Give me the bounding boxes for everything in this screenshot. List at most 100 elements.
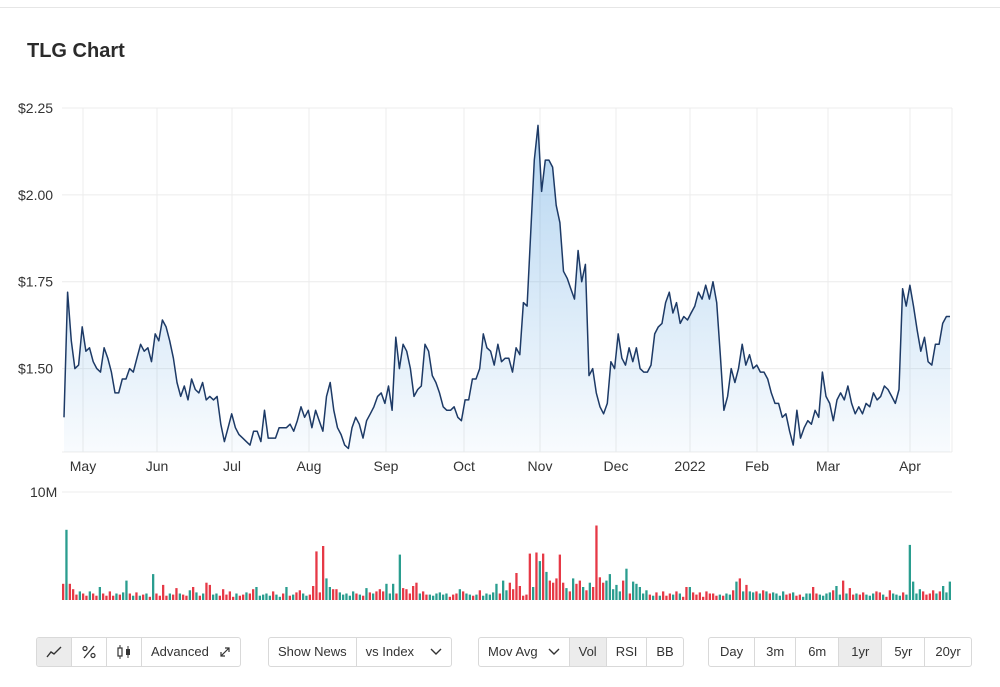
volume-tick-label: 10M xyxy=(30,484,57,500)
volume-bar xyxy=(925,594,928,600)
volume-bar xyxy=(232,596,235,600)
volume-bar xyxy=(562,582,565,600)
volume-bar xyxy=(582,587,585,600)
volume-bar xyxy=(195,592,198,600)
volume-bar xyxy=(665,595,668,600)
volume-bar xyxy=(768,593,771,600)
volume-bar xyxy=(478,590,481,600)
volume-bar xyxy=(495,583,498,600)
volume-bar xyxy=(702,596,705,600)
volume-bar xyxy=(215,593,218,600)
x-axis: May Jun Jul Aug Sep Oct Nov Dec 2022 Feb Mar Apr xyxy=(70,458,921,474)
volume-bar xyxy=(395,593,398,600)
volume-bar xyxy=(422,591,425,600)
volume-bar xyxy=(522,595,525,600)
volume-bar xyxy=(875,591,878,600)
range-6m-button[interactable]: 6m xyxy=(796,638,840,666)
range-5yr-button[interactable]: 5yr xyxy=(882,638,926,666)
rsi-button[interactable]: RSI xyxy=(607,638,648,666)
volume-bar xyxy=(602,582,605,600)
volume-bar xyxy=(362,595,365,600)
volume-bar xyxy=(795,595,798,600)
volume-bar xyxy=(255,587,258,600)
volume-bar xyxy=(835,586,838,600)
volume-bar xyxy=(298,590,301,600)
volume-bar xyxy=(498,593,501,600)
volume-bar xyxy=(372,593,375,600)
volume-bar xyxy=(742,591,745,600)
range-1yr-button[interactable]: 1yr xyxy=(839,638,883,666)
volume-bar xyxy=(778,595,781,600)
volume-bar xyxy=(948,581,951,600)
volume-bar xyxy=(398,554,401,600)
volume-bar xyxy=(415,582,418,600)
mov-avg-dropdown[interactable]: Mov Avg xyxy=(479,638,570,666)
volume-bar xyxy=(185,595,188,600)
volume-bar xyxy=(628,593,631,600)
volume-bar xyxy=(882,594,885,600)
chart-type-toolbar: Advanced xyxy=(36,637,241,667)
volume-bar xyxy=(852,594,855,600)
volume-bar xyxy=(532,587,535,600)
volume-bar xyxy=(295,592,298,600)
volume-bars xyxy=(62,491,952,600)
volume-bar xyxy=(412,586,415,600)
volume-bar xyxy=(172,594,175,600)
volume-bar xyxy=(542,553,545,600)
volume-bar xyxy=(75,594,78,600)
volume-bar xyxy=(552,582,555,600)
volume-bar xyxy=(332,589,335,600)
volume-bar xyxy=(558,554,561,600)
volume-bar xyxy=(815,593,818,600)
volume-bar xyxy=(908,544,911,600)
volume-bar xyxy=(275,594,278,600)
advanced-button[interactable]: Advanced xyxy=(142,638,240,666)
volume-bar xyxy=(402,588,405,600)
volume-bar xyxy=(915,593,918,600)
volume-bar xyxy=(325,578,328,600)
range-20yr-button[interactable]: 20yr xyxy=(935,644,961,659)
vs-index-dropdown[interactable]: vs Index xyxy=(357,638,451,666)
volume-bar xyxy=(668,593,671,600)
volume-bar xyxy=(322,546,325,600)
volume-bar xyxy=(842,580,845,600)
chevron-down-icon xyxy=(430,648,442,655)
volume-bar xyxy=(698,592,701,600)
volume-bar xyxy=(712,593,715,600)
volume-bar xyxy=(135,592,138,600)
show-news-button[interactable]: Show News xyxy=(269,638,357,666)
percent-button[interactable] xyxy=(72,638,107,666)
percent-icon xyxy=(82,645,96,659)
volume-bar xyxy=(355,593,358,600)
volume-bar xyxy=(588,582,591,600)
volume-bar xyxy=(872,593,875,600)
line-chart-button[interactable] xyxy=(37,638,72,666)
bb-button[interactable]: BB xyxy=(656,644,674,659)
volume-bar xyxy=(258,595,261,600)
expand-icon xyxy=(220,647,230,657)
x-tick-label: Nov xyxy=(528,458,553,474)
volume-bar xyxy=(268,595,271,600)
candlestick-button[interactable] xyxy=(107,638,142,666)
volume-bar xyxy=(428,594,431,600)
volume-bar xyxy=(442,594,445,600)
volume-bar xyxy=(592,587,595,600)
volume-bar xyxy=(272,591,275,600)
volume-bar xyxy=(382,591,385,600)
volume-bar xyxy=(82,593,85,600)
volume-bar xyxy=(168,593,171,600)
volume-bar xyxy=(305,595,308,600)
volume-bar xyxy=(738,578,741,600)
volume-bar xyxy=(615,584,618,600)
volume-bar xyxy=(465,593,468,600)
range-day-button[interactable]: Day xyxy=(709,638,756,666)
volume-bar xyxy=(525,594,528,600)
volume-bar xyxy=(772,592,775,600)
range-3m-button[interactable]: 3m xyxy=(755,638,797,666)
vol-button[interactable]: Vol xyxy=(569,638,607,666)
volume-bar xyxy=(302,593,305,600)
volume-bar xyxy=(575,583,578,600)
volume-bar xyxy=(745,584,748,600)
volume-bar xyxy=(358,594,361,600)
volume-bar xyxy=(708,593,711,600)
